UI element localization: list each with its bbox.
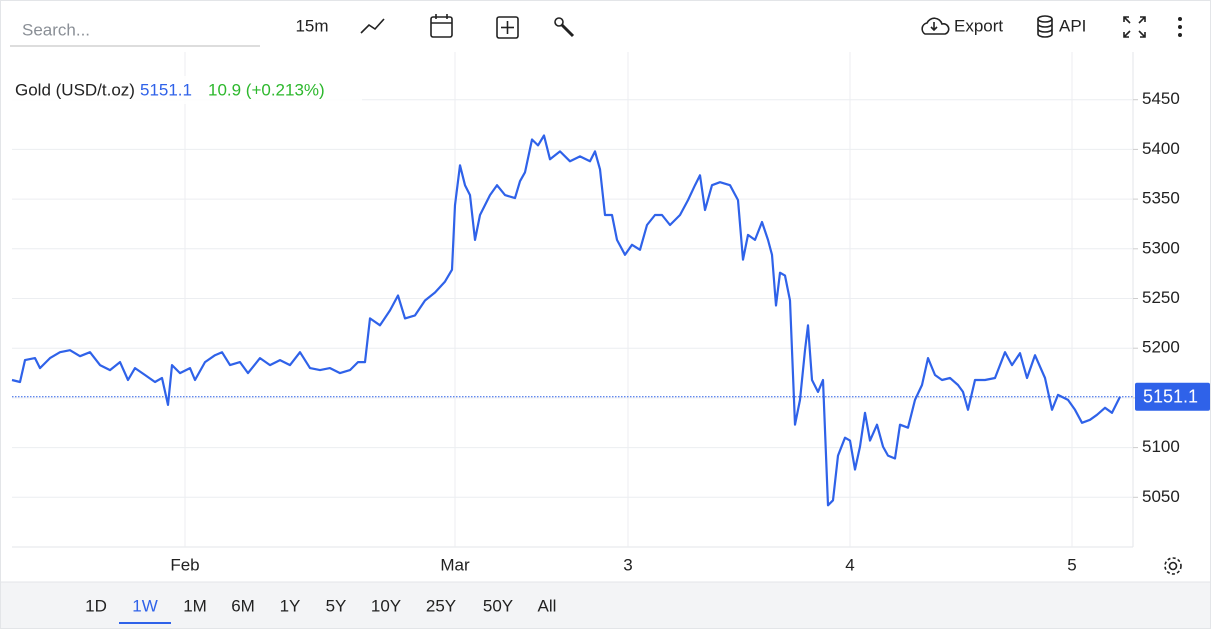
x-tick-label: 3	[623, 555, 632, 574]
api-icon[interactable]	[1037, 15, 1053, 38]
search[interactable]: Search...	[10, 12, 260, 47]
search-box[interactable]	[10, 12, 260, 46]
legend-bg	[8, 76, 362, 104]
interval-button[interactable]: 15m	[295, 16, 328, 35]
range-button[interactable]: 25Y	[426, 596, 456, 615]
x-tick-label: Mar	[440, 555, 470, 574]
x-tick-label: 4	[845, 555, 854, 574]
y-tick-label: 5250	[1142, 288, 1180, 307]
last-price-box	[1135, 382, 1210, 411]
legend: Gold (USD/t.oz) 5151.1 10.9 (+0.213%)	[8, 76, 362, 104]
calendar-icon[interactable]	[430, 14, 453, 38]
range-button[interactable]: 1W	[132, 596, 158, 615]
range-button[interactable]: 1Y	[280, 596, 301, 615]
fullscreen-icon[interactable]	[1123, 16, 1146, 38]
y-tick-label: 5350	[1142, 189, 1180, 208]
range-button[interactable]: 5Y	[326, 596, 347, 615]
x-tick-label: 5	[1067, 555, 1076, 574]
price-line	[11, 134, 1121, 507]
range-button[interactable]: 6M	[231, 596, 255, 615]
range-button[interactable]: 50Y	[483, 596, 513, 615]
api-button[interactable]: API	[1059, 16, 1086, 35]
y-tick-label: 5400	[1142, 139, 1180, 158]
search-placeholder: Search...	[22, 20, 90, 39]
last-price: 5151.1	[140, 80, 192, 99]
y-tick-label: 5050	[1142, 487, 1180, 506]
y-tick-label: 5200	[1142, 338, 1180, 357]
export-icon[interactable]	[921, 17, 950, 35]
range-button[interactable]: 1D	[85, 596, 107, 615]
y-tick-label: 5300	[1142, 238, 1180, 257]
chart-type-icon[interactable]	[360, 18, 385, 34]
range-bar	[1, 582, 1210, 628]
y-tick-label: 5100	[1142, 437, 1180, 456]
range-button[interactable]: 1M	[183, 596, 207, 615]
range-button[interactable]: All	[538, 596, 557, 615]
compare-icon[interactable]	[496, 16, 519, 39]
last-price-label: 5151.1	[1143, 387, 1198, 407]
export-button[interactable]: Export	[954, 16, 1003, 35]
y-tick-label: 5450	[1142, 89, 1180, 108]
menu-icon[interactable]	[1178, 17, 1182, 37]
x-tick-label: Feb	[170, 555, 199, 574]
gear-icon[interactable]	[1164, 557, 1182, 575]
settings-tool-icon[interactable]	[554, 17, 575, 38]
price-change: 10.9 (+0.213%)	[208, 80, 325, 99]
range-button[interactable]: 10Y	[371, 596, 401, 615]
series-name: Gold (USD/t.oz)	[15, 80, 135, 99]
